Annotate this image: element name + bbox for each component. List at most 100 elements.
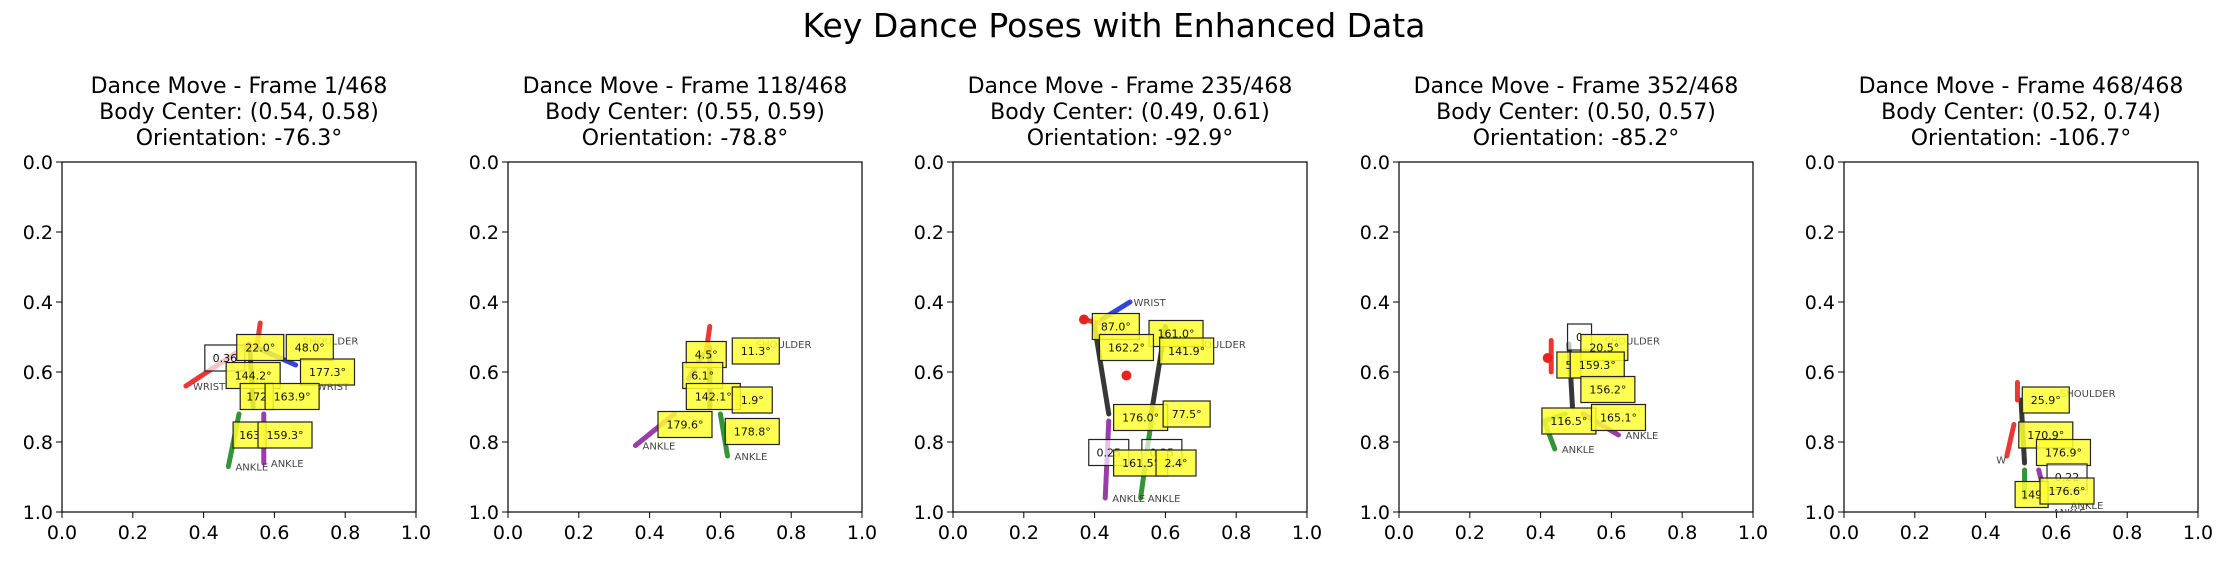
value-box-frame	[2039, 477, 2095, 505]
value-box-label: 176.0°	[1122, 412, 1159, 425]
y-tick-label: 0.4	[1360, 292, 1390, 314]
axes-frame	[952, 161, 1308, 513]
joint-point	[1121, 370, 1132, 381]
joint-label: ANKLE	[1112, 494, 1145, 505]
value-box: 48.0°	[285, 333, 334, 362]
y-tick-label: 0.4	[469, 292, 499, 314]
subplot-title-line: Body Center: (0.52, 0.74)	[1881, 100, 2161, 125]
x-tick-label: 1.0	[847, 522, 877, 544]
joint-label: SHOULDER	[1190, 340, 1246, 351]
subplot-title-line: Dance Move - Frame 1/468	[91, 74, 388, 99]
y-tick-label: 1.0	[1805, 502, 1835, 524]
x-tick-label: 0.8	[1667, 522, 1697, 544]
joint-label: ANKLE	[643, 442, 676, 453]
value-box-label: 0	[1576, 331, 1583, 344]
y-tick-label: 0.0	[23, 152, 53, 174]
plot-area: WRIST SHOULDER ANKLE ANKLE 87.0° 161.0° 162.2°…	[1078, 298, 1246, 505]
axes-frame	[61, 161, 417, 513]
value-box-label: 25.9°	[2031, 394, 2061, 407]
value-box-label: 22.0°	[245, 342, 275, 355]
value-box-frame	[1580, 375, 1636, 404]
joint-label: ANKLE	[1626, 431, 1659, 442]
value-box-frame	[257, 421, 313, 449]
value-box: 116.5°	[1541, 407, 1597, 435]
subplot-title-line: Dance Move - Frame 352/468	[1414, 74, 1739, 99]
value-box: 22.0°	[236, 333, 285, 362]
value-box: 178.8°	[724, 417, 780, 446]
value-box: 25.9°	[2021, 386, 2070, 414]
y-tick-label: 0.0	[1360, 152, 1390, 174]
plot-area: SHOULDERANKLEANKLEW25.9°170.9°176.9°0.22…	[1996, 380, 2116, 519]
y-tick-label: 0.8	[914, 432, 944, 454]
value-box-label: 149	[2021, 489, 2042, 502]
y-tick-label: 0.6	[469, 362, 499, 384]
value-box-label: 159.3°	[267, 429, 304, 442]
value-box-label: 0.36	[213, 352, 238, 365]
joint-label: ANKLE	[271, 459, 304, 470]
subplot-title-line: Body Center: (0.54, 0.58)	[99, 100, 379, 125]
joint-point	[1542, 353, 1553, 363]
y-tick-label: 0.2	[23, 222, 53, 244]
value-box-label: 5	[1565, 359, 1572, 372]
y-tick-label: 0.6	[1805, 362, 1835, 384]
y-tick-label: 0.0	[469, 152, 499, 174]
x-tick-label: 1.0	[401, 522, 431, 544]
value-box-frame	[1569, 351, 1625, 379]
y-tick-label: 0.8	[1360, 432, 1390, 454]
value-box-label: 141.9°	[1168, 345, 1205, 358]
y-tick-label: 0.2	[914, 222, 944, 244]
joint-label: ANKLE	[2053, 508, 2086, 519]
x-tick-label: 0.2	[1009, 522, 1039, 544]
y-tick-label: 0.8	[1805, 432, 1835, 454]
subplot-title-line: Body Center: (0.55, 0.59)	[545, 100, 825, 125]
subplot-title-line: Orientation: -85.2°	[1473, 126, 1680, 151]
value-box-label: 159.3°	[1579, 359, 1616, 372]
x-tick-label: 0.4	[1525, 522, 1555, 544]
value-box-label: 4.5°	[695, 349, 718, 362]
subplot-title-line: Dance Move - Frame 468/468	[1859, 74, 2184, 99]
x-tick-label: 0.6	[1596, 522, 1626, 544]
value-box-frame	[1155, 449, 1197, 477]
value-box-label: 163.9°	[274, 391, 311, 404]
value-box: 176.9°	[2035, 438, 2092, 467]
y-tick-label: 0.6	[914, 362, 944, 384]
axes-frame	[507, 161, 863, 513]
value-box-label: 179.6°	[667, 419, 704, 432]
y-tick-label: 0.8	[23, 432, 53, 454]
value-box: 11.3°	[731, 337, 780, 365]
x-tick-label: 0.4	[1079, 522, 1109, 544]
x-tick-label: 0.4	[188, 522, 218, 544]
y-tick-label: 1.0	[469, 502, 499, 524]
joint-label: WRIST	[1134, 298, 1167, 309]
value-box-label: 177.3°	[309, 366, 346, 379]
x-tick-label: 0.2	[1455, 522, 1485, 544]
value-box-label: 163	[239, 429, 260, 442]
value-box: 141.9°	[1159, 337, 1215, 365]
value-box: 179.6°	[657, 410, 713, 439]
value-box-frame	[2021, 386, 2070, 414]
value-box-frame	[724, 417, 780, 446]
value-box-label: 165.1°	[1600, 412, 1637, 425]
subplot-title-line: Body Center: (0.49, 0.61)	[990, 100, 1270, 125]
axes-frame	[1843, 161, 2199, 513]
value-box-label: 11.3°	[741, 345, 771, 358]
x-tick-label: 0.8	[330, 522, 360, 544]
value-box-frame	[264, 382, 320, 411]
value-box: 1.9°	[731, 386, 773, 414]
value-box-label: 172	[246, 391, 267, 404]
joint-label: WRIST	[193, 382, 226, 393]
plot-area: WRISTSHOULDERWRISTANKLEANKLE0.3622.0°48.…	[183, 320, 358, 474]
x-tick-label: 0.6	[2041, 522, 2071, 544]
y-tick-label: 0.6	[23, 362, 53, 384]
value-box-label: 161.0°	[1158, 328, 1195, 341]
x-tick-label: 0.8	[776, 522, 806, 544]
value-box: 159.3°	[1569, 351, 1625, 379]
x-tick-label: 0.0	[47, 522, 77, 544]
value-box-label: 176.9°	[2045, 447, 2082, 460]
y-tick-label: 0.8	[469, 432, 499, 454]
joint-label: ANKLE	[2071, 501, 2104, 512]
x-tick-label: 0.4	[634, 522, 664, 544]
value-box-label: 48.0°	[295, 342, 325, 355]
value-box-label: 161.5°	[1122, 457, 1159, 470]
